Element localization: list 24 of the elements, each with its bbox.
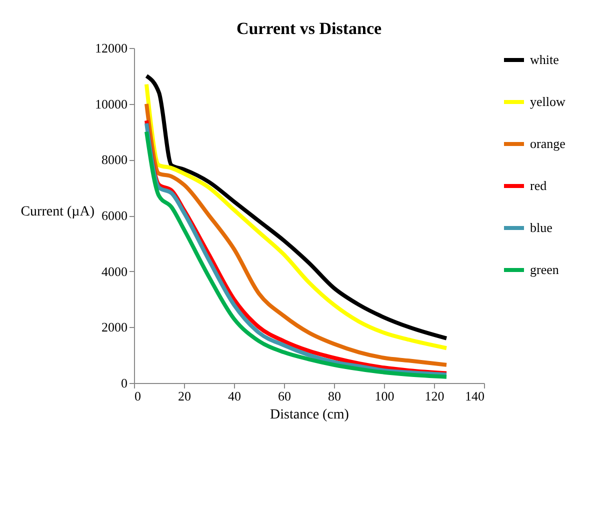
y-axis-title: Current (µA) (20, 204, 95, 220)
y-tick-label: 4000 (102, 264, 128, 279)
x-tick-label: 120 (424, 388, 444, 404)
y-tick-label: 2000 (102, 320, 128, 335)
x-tick-label: 140 (465, 388, 484, 404)
y-tick-label: 0 (121, 376, 128, 390)
legend-label: red (530, 178, 548, 193)
legend-label: blue (530, 220, 553, 235)
x-tick-label: 40 (228, 388, 241, 404)
x-axis-title: Distance (cm) (270, 408, 350, 422)
legend-label: green (530, 262, 560, 277)
legend-label: yellow (530, 94, 566, 109)
x-tick-label: 20 (178, 388, 191, 404)
y-tick-label: 10000 (95, 96, 128, 112)
x-tick-label: 80 (328, 388, 341, 404)
x-tick-label: 60 (278, 388, 291, 404)
x-tick-label: 0 (134, 388, 141, 404)
chart-title: Current vs Distance (236, 19, 382, 38)
legend-label: white (530, 52, 560, 67)
legend-label: orange (530, 136, 566, 151)
y-tick-label: 12000 (95, 40, 128, 56)
y-tick-label: 6000 (102, 208, 128, 223)
x-tick-label: 100 (374, 388, 394, 404)
y-tick-label: 8000 (102, 152, 128, 168)
